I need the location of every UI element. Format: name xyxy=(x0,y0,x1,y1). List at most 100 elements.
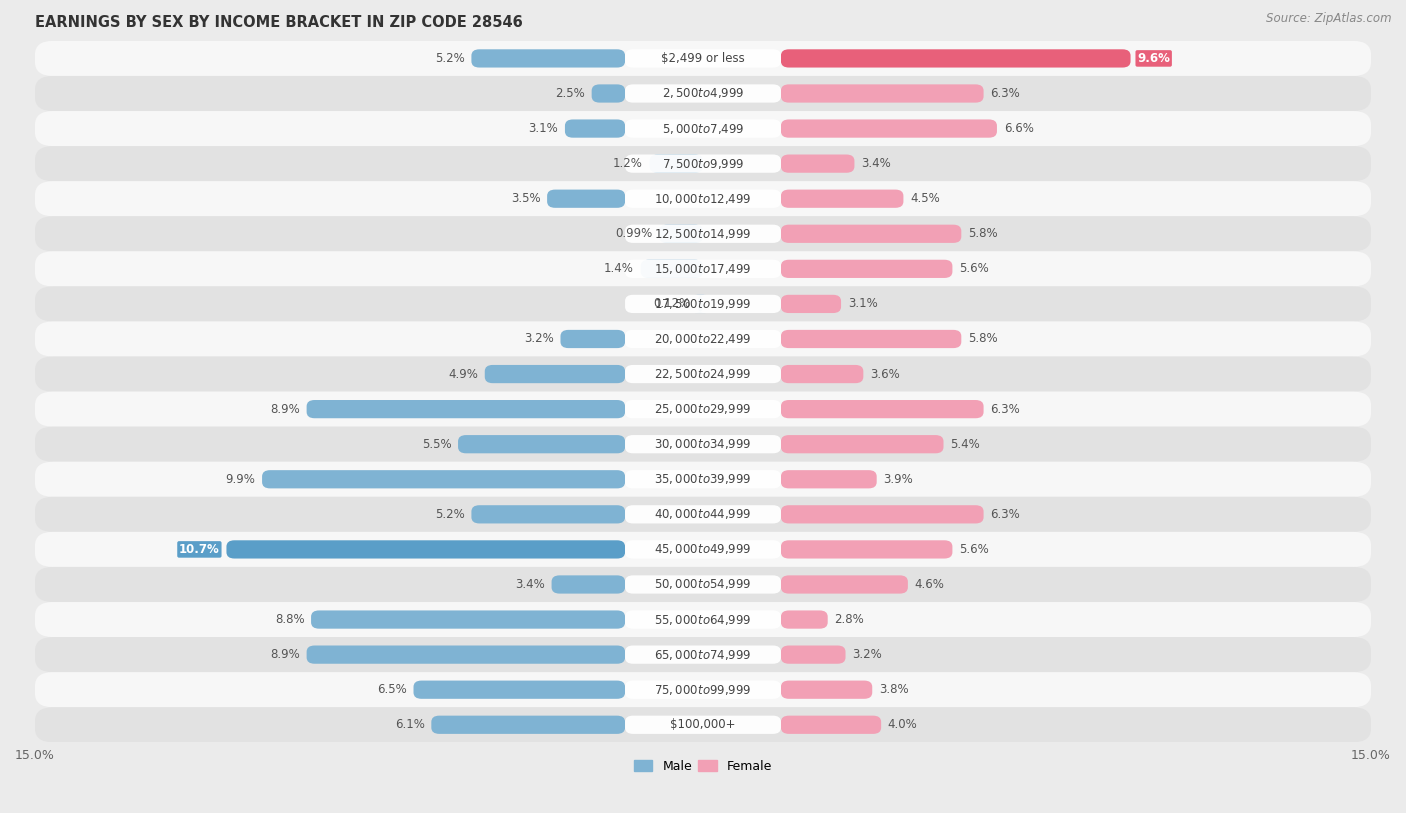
FancyBboxPatch shape xyxy=(551,576,626,593)
FancyBboxPatch shape xyxy=(35,181,1371,216)
FancyBboxPatch shape xyxy=(226,541,626,559)
Text: 5.2%: 5.2% xyxy=(434,508,465,521)
Text: $55,000 to $64,999: $55,000 to $64,999 xyxy=(654,612,752,627)
Text: 5.4%: 5.4% xyxy=(950,437,980,450)
FancyBboxPatch shape xyxy=(626,505,780,524)
FancyBboxPatch shape xyxy=(780,505,984,524)
Text: 6.6%: 6.6% xyxy=(1004,122,1033,135)
Text: $12,500 to $14,999: $12,500 to $14,999 xyxy=(654,227,752,241)
FancyBboxPatch shape xyxy=(695,295,706,313)
Text: 3.5%: 3.5% xyxy=(510,192,540,205)
Text: 4.9%: 4.9% xyxy=(449,367,478,380)
Text: 5.6%: 5.6% xyxy=(959,543,988,556)
FancyBboxPatch shape xyxy=(626,259,780,278)
Text: 5.8%: 5.8% xyxy=(967,333,998,346)
FancyBboxPatch shape xyxy=(561,330,626,348)
FancyBboxPatch shape xyxy=(547,189,626,208)
Text: 10.7%: 10.7% xyxy=(179,543,219,556)
FancyBboxPatch shape xyxy=(780,295,841,313)
Text: 2.5%: 2.5% xyxy=(555,87,585,100)
Text: 3.4%: 3.4% xyxy=(860,157,891,170)
Text: 8.9%: 8.9% xyxy=(270,648,299,661)
Text: 6.3%: 6.3% xyxy=(990,508,1019,521)
FancyBboxPatch shape xyxy=(35,427,1371,462)
FancyBboxPatch shape xyxy=(35,111,1371,146)
FancyBboxPatch shape xyxy=(780,646,845,663)
Text: $5,000 to $7,499: $5,000 to $7,499 xyxy=(662,122,744,136)
Text: $2,499 or less: $2,499 or less xyxy=(661,52,745,65)
FancyBboxPatch shape xyxy=(35,251,1371,286)
FancyBboxPatch shape xyxy=(780,715,882,734)
Text: Source: ZipAtlas.com: Source: ZipAtlas.com xyxy=(1267,12,1392,25)
Text: 10.7%: 10.7% xyxy=(183,543,219,556)
Text: 3.4%: 3.4% xyxy=(515,578,546,591)
FancyBboxPatch shape xyxy=(626,120,780,137)
Text: $40,000 to $44,999: $40,000 to $44,999 xyxy=(654,507,752,521)
Text: 9.6%: 9.6% xyxy=(1137,52,1170,65)
Text: 4.6%: 4.6% xyxy=(914,578,945,591)
Text: $22,500 to $24,999: $22,500 to $24,999 xyxy=(654,367,752,381)
FancyBboxPatch shape xyxy=(626,224,780,243)
Text: 3.2%: 3.2% xyxy=(524,333,554,346)
Text: 4.0%: 4.0% xyxy=(887,718,918,731)
FancyBboxPatch shape xyxy=(35,321,1371,357)
Text: $7,500 to $9,999: $7,500 to $9,999 xyxy=(662,157,744,171)
FancyBboxPatch shape xyxy=(626,295,780,313)
FancyBboxPatch shape xyxy=(413,680,626,699)
FancyBboxPatch shape xyxy=(35,41,1371,76)
FancyBboxPatch shape xyxy=(432,715,626,734)
Text: 5.6%: 5.6% xyxy=(959,263,988,276)
FancyBboxPatch shape xyxy=(626,541,780,559)
Text: $20,000 to $22,499: $20,000 to $22,499 xyxy=(654,332,752,346)
FancyBboxPatch shape xyxy=(780,365,863,383)
FancyBboxPatch shape xyxy=(35,532,1371,567)
Text: $10,000 to $12,499: $10,000 to $12,499 xyxy=(654,192,752,206)
Text: $45,000 to $49,999: $45,000 to $49,999 xyxy=(654,542,752,556)
Text: 2.8%: 2.8% xyxy=(834,613,865,626)
FancyBboxPatch shape xyxy=(626,400,780,418)
FancyBboxPatch shape xyxy=(626,330,780,348)
Text: EARNINGS BY SEX BY INCOME BRACKET IN ZIP CODE 28546: EARNINGS BY SEX BY INCOME BRACKET IN ZIP… xyxy=(35,15,523,30)
FancyBboxPatch shape xyxy=(626,365,780,383)
FancyBboxPatch shape xyxy=(592,85,626,102)
Text: $2,500 to $4,999: $2,500 to $4,999 xyxy=(662,86,744,101)
FancyBboxPatch shape xyxy=(780,400,984,418)
FancyBboxPatch shape xyxy=(35,392,1371,427)
FancyBboxPatch shape xyxy=(780,611,828,628)
FancyBboxPatch shape xyxy=(307,400,626,418)
FancyBboxPatch shape xyxy=(626,646,780,663)
FancyBboxPatch shape xyxy=(35,637,1371,672)
FancyBboxPatch shape xyxy=(626,576,780,593)
FancyBboxPatch shape xyxy=(780,50,1130,67)
FancyBboxPatch shape xyxy=(780,224,962,243)
Text: 3.1%: 3.1% xyxy=(848,298,877,311)
FancyBboxPatch shape xyxy=(780,470,877,489)
Text: $30,000 to $34,999: $30,000 to $34,999 xyxy=(654,437,752,451)
FancyBboxPatch shape xyxy=(780,259,952,278)
Text: 3.2%: 3.2% xyxy=(852,648,882,661)
FancyBboxPatch shape xyxy=(35,286,1371,321)
FancyBboxPatch shape xyxy=(626,680,780,699)
FancyBboxPatch shape xyxy=(311,611,626,628)
FancyBboxPatch shape xyxy=(780,120,997,137)
FancyBboxPatch shape xyxy=(626,85,780,102)
Text: 8.9%: 8.9% xyxy=(270,402,299,415)
Text: 9.9%: 9.9% xyxy=(225,473,256,486)
FancyBboxPatch shape xyxy=(35,76,1371,111)
FancyBboxPatch shape xyxy=(780,85,984,102)
Text: 3.8%: 3.8% xyxy=(879,683,908,696)
Text: 3.6%: 3.6% xyxy=(870,367,900,380)
FancyBboxPatch shape xyxy=(471,505,626,524)
FancyBboxPatch shape xyxy=(35,357,1371,392)
FancyBboxPatch shape xyxy=(471,50,626,67)
Text: 6.3%: 6.3% xyxy=(990,87,1019,100)
FancyBboxPatch shape xyxy=(626,435,780,454)
FancyBboxPatch shape xyxy=(565,120,626,137)
Text: 5.8%: 5.8% xyxy=(967,228,998,241)
FancyBboxPatch shape xyxy=(626,50,780,67)
Legend: Male, Female: Male, Female xyxy=(628,755,778,778)
Text: $15,000 to $17,499: $15,000 to $17,499 xyxy=(654,262,752,276)
FancyBboxPatch shape xyxy=(35,567,1371,602)
FancyBboxPatch shape xyxy=(626,715,780,734)
FancyBboxPatch shape xyxy=(780,435,943,454)
